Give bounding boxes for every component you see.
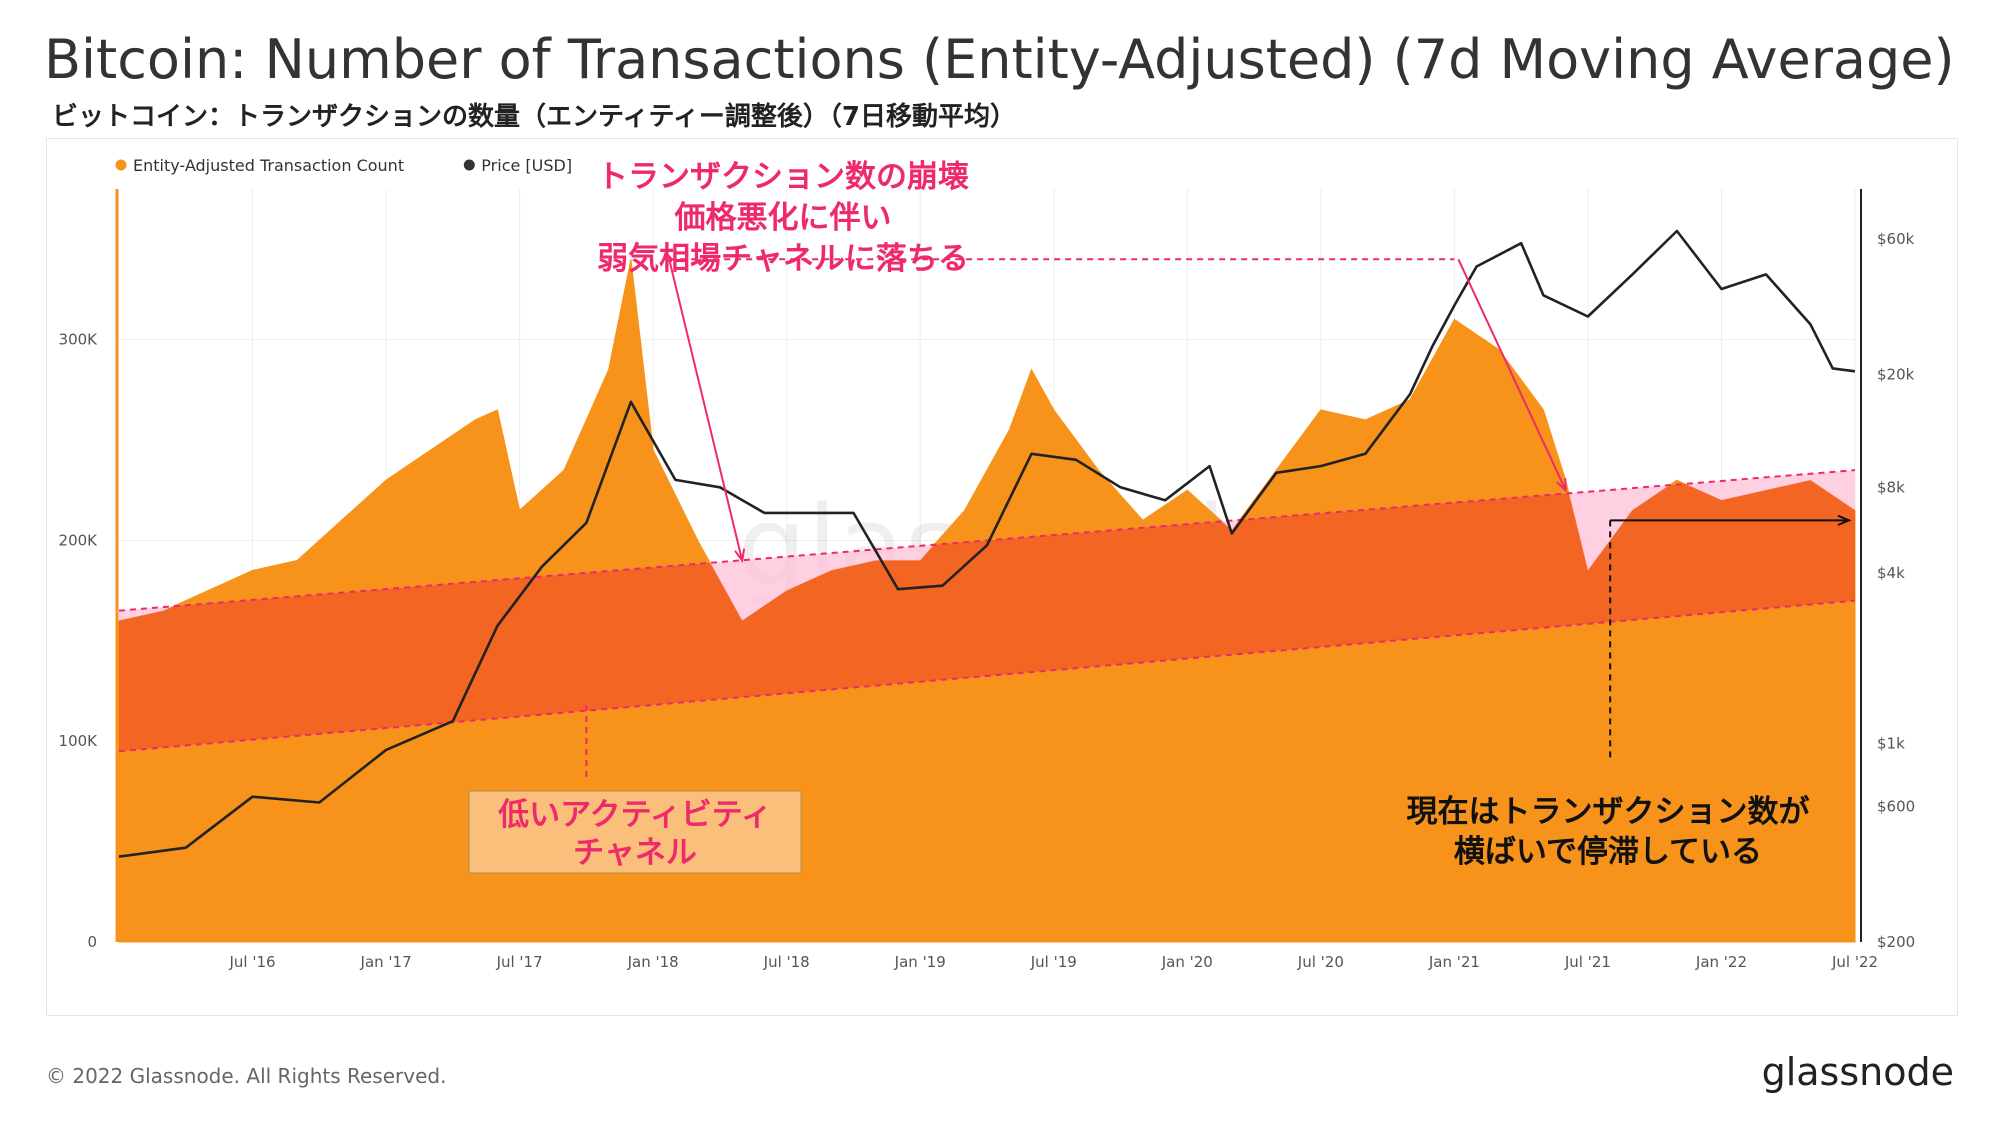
low-channel-label-box [468, 790, 802, 874]
upper-channel-line [118, 469, 1856, 612]
x-tick-label: Jan '17 [360, 953, 412, 971]
low-channel-label-line: チャネル [573, 835, 697, 871]
legend-label: Price [USD] [481, 156, 572, 175]
left-tick-label: 100K [59, 732, 99, 750]
left-tick-label: 300K [59, 331, 99, 349]
annotations: トランザクション数の崩壊価格悪化に伴い弱気相場チャネルに落ちる低いアクティビティ… [468, 159, 1852, 874]
x-tick-label: Jul '21 [1564, 953, 1611, 971]
collapse-annotation-line: 価格悪化に伴い [674, 200, 892, 236]
channel-fill [119, 470, 1855, 752]
left-tick-label: 200K [59, 531, 99, 549]
x-tick-label: Jan '20 [1161, 953, 1213, 971]
left-tick-label: 0 [87, 933, 97, 951]
legend: Entity-Adjusted Transaction Count Price [… [115, 156, 572, 175]
right-tick-label: $4k [1877, 564, 1905, 582]
x-tick-label: Jul '20 [1297, 953, 1344, 971]
legend-label: Entity-Adjusted Transaction Count [133, 156, 404, 175]
collapse-arrow-2021 [1457, 258, 1567, 491]
collapse-annotation-line: 弱気相場チャネルに落ちる [597, 241, 969, 277]
right-tick-label: $600 [1877, 798, 1915, 816]
right-tick-label: $200 [1877, 933, 1915, 951]
price-line [118, 229, 1856, 858]
x-tick-label: Jan '21 [1428, 953, 1480, 971]
x-tick-label: Jan '18 [627, 953, 679, 971]
x-tick-label: Jan '19 [894, 953, 946, 971]
low-channel-label-line: 低いアクティビティ [497, 797, 772, 833]
x-tick-label: Jul '17 [496, 953, 543, 971]
collapse-arrow-2018 [668, 259, 744, 561]
stagnant-annotation-line: 横ばいで停滞している [1454, 834, 1762, 870]
copyright-text: © 2022 Glassnode. All Rights Reserved. [46, 1064, 447, 1088]
x-tick-label: Jan '22 [1695, 953, 1747, 971]
x-tick-label: Jul '16 [228, 953, 275, 971]
lower-channel-line [118, 599, 1856, 753]
collapse-annotation-line: トランザクション数の崩壊 [597, 159, 969, 195]
sideways-arrow-head [1837, 514, 1852, 526]
page-title: Bitcoin: Number of Transactions (Entity-… [44, 28, 1955, 91]
x-tick-label: Jul '22 [1831, 953, 1878, 971]
chart-canvas: glassnode 0100K200K300K$200$600$1k$4k$8k… [59, 156, 1916, 971]
glassnode-logo: glassnode [1761, 1050, 1954, 1094]
collapse-arrow-2018-head [734, 548, 746, 563]
axes: 0 100K 200K 300K $200 $600 $1k $4k $8k $20k $60k Ju… [59, 189, 1915, 971]
legend-dot [463, 159, 475, 171]
right-tick-label: $1k [1877, 735, 1905, 753]
legend-dot [115, 159, 127, 171]
chart-frame: glassnode 0100K200K300K$200$600$1k$4k$8k… [46, 138, 1958, 1016]
collapse-arrow-2021-head [1556, 478, 1567, 493]
price-series [118, 229, 1856, 858]
right-tick-label: $20k [1877, 365, 1915, 383]
stagnant-annotation-line: 現在はトランザクション数が [1407, 794, 1810, 830]
x-tick-label: Jul '19 [1030, 953, 1077, 971]
page-subtitle: ビットコイン：トランザクションの数量（エンティティー調整後）（7日移動平均） [52, 102, 1016, 132]
x-tick-label: Jul '18 [763, 953, 810, 971]
right-tick-label: $8k [1877, 478, 1905, 496]
right-tick-label: $60k [1877, 230, 1915, 248]
